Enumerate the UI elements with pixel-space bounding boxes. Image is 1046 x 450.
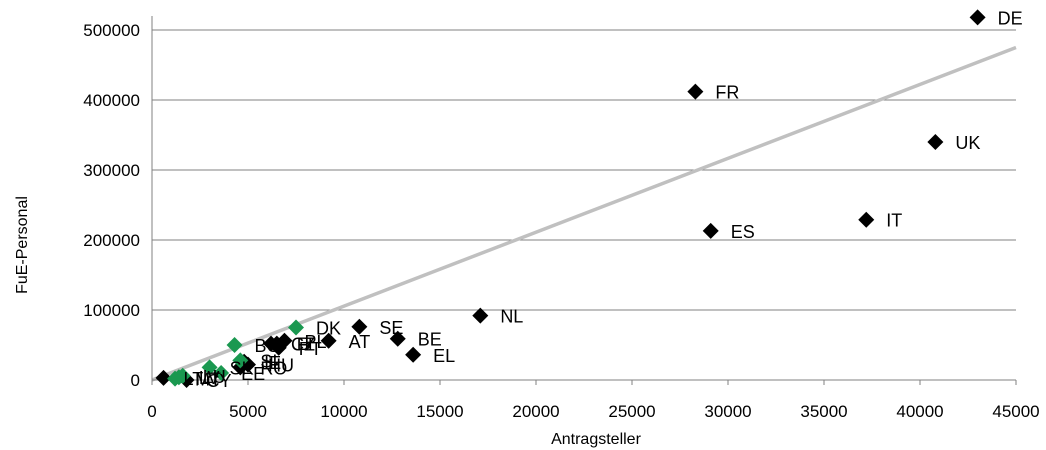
- point-label-el: EL: [433, 346, 455, 366]
- y-tick-label: 200000: [83, 231, 140, 250]
- x-tick-label: 45000: [992, 402, 1039, 421]
- x-tick-label: 40000: [896, 402, 943, 421]
- point-label-ee: EE: [241, 364, 265, 384]
- x-tick-label: 25000: [608, 402, 655, 421]
- x-tick-label: 10000: [320, 402, 367, 421]
- data-point-mt: [167, 370, 184, 387]
- point-label-cy: CY: [207, 371, 232, 391]
- x-axis-title: Antragsteller: [551, 431, 641, 448]
- y-tick-label: 100000: [83, 301, 140, 320]
- data-point-el: [405, 346, 422, 363]
- point-label-cz: CZ: [291, 335, 315, 355]
- point-layer: [155, 9, 986, 388]
- axis-layer: 0 100000 200000 300000 400000 500000 0 5000 1000…: [83, 16, 1040, 421]
- point-label-pl: PL: [304, 332, 326, 352]
- x-tick-label: 30000: [704, 402, 751, 421]
- data-point-uk: [927, 134, 944, 150]
- data-point-sk: [201, 359, 218, 376]
- point-label-lu: LU: [203, 367, 226, 387]
- x-tick-label: 35000: [800, 402, 847, 421]
- y-tick-label: 500000: [83, 21, 140, 40]
- point-label-mt: MT: [195, 370, 221, 390]
- data-point-lt: [155, 369, 172, 386]
- point-label-be: BE: [418, 330, 442, 350]
- x-tick-label: 20000: [512, 402, 559, 421]
- point-label-fi: FI: [297, 335, 313, 355]
- data-point-de: [969, 9, 986, 26]
- data-point-nl: [472, 307, 489, 324]
- point-label-sk: SK: [230, 358, 254, 378]
- y-tick-label: 300000: [83, 161, 140, 180]
- data-point-it: [858, 211, 875, 228]
- point-label-ie: IE: [264, 353, 281, 373]
- data-point-si: [232, 352, 249, 369]
- point-label-hu: HU: [268, 356, 294, 376]
- point-label-ro: RO: [260, 358, 287, 378]
- y-axis-title: FuE-Personal: [14, 196, 31, 294]
- point-label-se: SE: [379, 318, 403, 338]
- data-point-es: [702, 222, 719, 239]
- y-tick-label: 0: [131, 371, 140, 390]
- point-label-de: DE: [998, 8, 1023, 28]
- data-point-bg: [226, 337, 243, 353]
- x-tick-label: 5000: [229, 402, 267, 421]
- point-label-es: ES: [731, 222, 755, 242]
- data-point-at: [320, 332, 337, 349]
- data-point-dk: [288, 319, 304, 336]
- point-label-pt: PT: [299, 339, 322, 359]
- point-label-lt: LT: [184, 369, 204, 389]
- x-tick-label: 15000: [416, 402, 463, 421]
- data-point-ee: [213, 365, 230, 381]
- point-label-dk: DK: [316, 319, 341, 339]
- data-point-cz: [263, 335, 280, 352]
- point-label-lv: LV: [199, 368, 220, 388]
- point-label-uk: UK: [955, 133, 980, 153]
- data-point-se: [351, 318, 368, 335]
- point-label-fr: FR: [715, 83, 739, 103]
- point-label-bg: BG: [255, 336, 281, 356]
- data-point-be: [389, 330, 406, 347]
- point-label-nl: NL: [500, 307, 523, 327]
- data-point-fr: [687, 83, 704, 100]
- grid-layer: [152, 29, 1016, 311]
- y-tick-label: 400000: [83, 91, 140, 110]
- point-label-it: IT: [886, 211, 902, 231]
- point-label-at: AT: [349, 332, 371, 352]
- point-label-si: SI: [260, 351, 277, 371]
- x-tick-label: 0: [147, 402, 156, 421]
